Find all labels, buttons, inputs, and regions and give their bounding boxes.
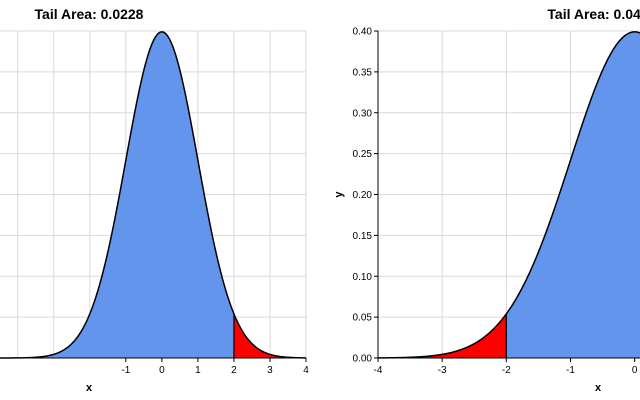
x-tick-label: 3 (267, 365, 273, 376)
density-curve (377, 31, 640, 359)
x-tick-label: -3 (438, 365, 447, 376)
x-tick-label: 0 (159, 365, 165, 376)
y-tick-label: 0.40 (353, 27, 373, 38)
x-tick-label: 4 (303, 365, 309, 376)
tail-area (233, 313, 306, 358)
y-tick-label: 0.05 (353, 313, 373, 324)
x-axis-label: x (86, 382, 93, 394)
tail-area (378, 313, 507, 358)
y-tick-label: 0.20 (353, 190, 373, 201)
chart-panel-right: -4 -3 -2 -1 0 0.00 0.05 0.10 0.15 0.20 0.25 0.30 0.3… (333, 6, 640, 394)
chart-title: Tail Area: 0.0228 (35, 6, 144, 22)
y-tick-label: 0.10 (353, 272, 373, 283)
y-tick-label: 0.00 (353, 354, 373, 365)
chart-title: Tail Area: 0.045 (547, 6, 640, 22)
x-tick-label: 0 (632, 365, 638, 376)
y-tick-label: 0.15 (353, 231, 373, 242)
x-tick-label: -1 (566, 365, 575, 376)
x-tick-label: -2 (502, 365, 511, 376)
x-tick-label: 2 (231, 365, 237, 376)
x-tick-label: 1 (195, 365, 201, 376)
density-curve (0, 31, 307, 359)
body-area (506, 31, 640, 358)
x-tick-label: -1 (121, 365, 130, 376)
x-tick-label: -4 (374, 365, 383, 376)
y-tick-label: 0.25 (353, 149, 373, 160)
y-tick-label: 0.35 (353, 67, 373, 78)
y-tick-label: 0.30 (353, 108, 373, 119)
chart-panel-left: -1 0 1 2 3 4 x Tail Area: 0.0228 (0, 6, 309, 394)
x-axis-label: x (595, 382, 602, 394)
body-area (0, 31, 234, 358)
y-axis-label: y (333, 191, 345, 198)
